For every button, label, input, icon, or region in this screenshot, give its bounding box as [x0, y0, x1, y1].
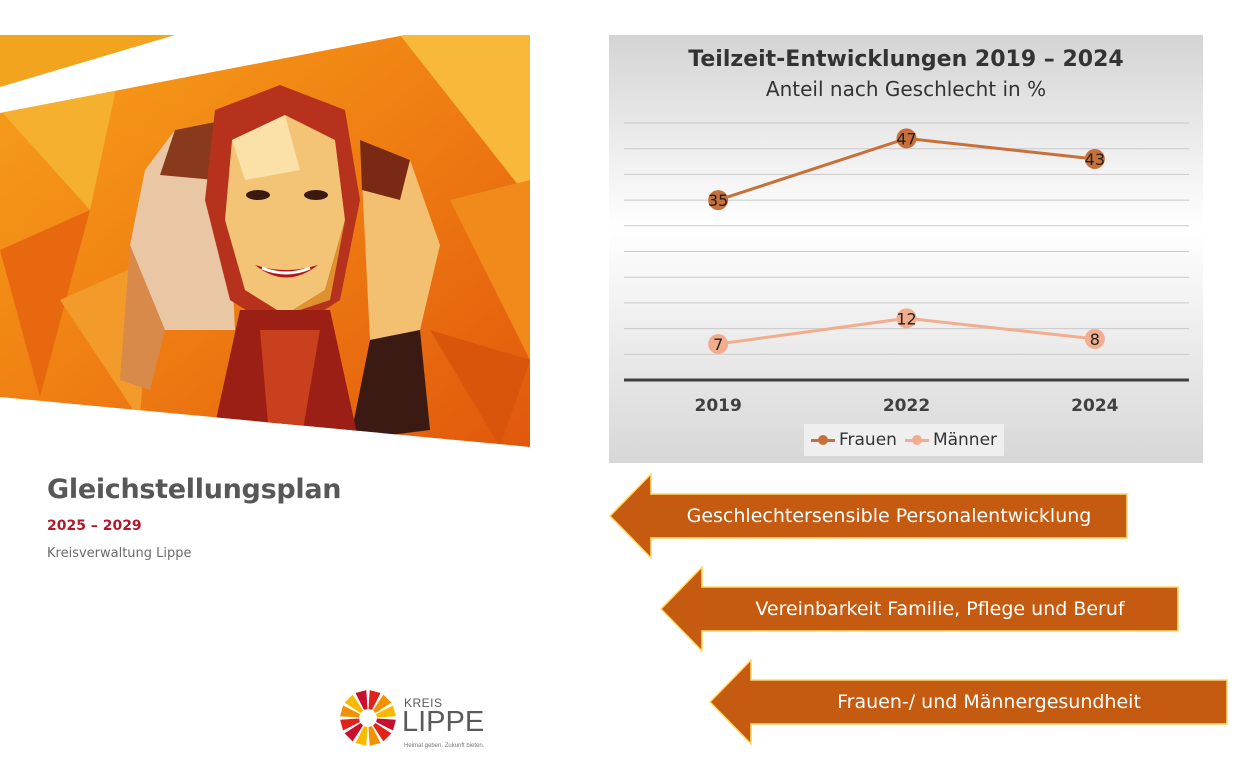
data-label: 8: [1090, 330, 1100, 349]
kreis-lippe-logo: KREIS LIPPE Heimat geben. Zukunft bieten…: [336, 686, 496, 756]
logo-ray: [368, 690, 381, 710]
arrow-left-icon: [609, 473, 1128, 559]
logo-ray: [376, 705, 396, 718]
logo-kreis-text: KREIS: [404, 696, 443, 710]
logo-ray: [340, 705, 360, 718]
arrow-left-icon: [660, 566, 1179, 652]
data-label: 12: [896, 309, 916, 328]
arrow-shape: [609, 473, 1128, 559]
document-years: 2025 – 2029: [47, 518, 142, 534]
data-label: 35: [708, 191, 728, 210]
chart-title: Teilzeit-Entwicklungen 2019 – 2024: [688, 47, 1124, 72]
legend-marker-maenner: [904, 435, 929, 445]
logo-ray: [340, 718, 360, 731]
data-label: 47: [896, 129, 916, 148]
arrow-left-icon: [709, 659, 1228, 745]
arrow-vereinbarkeit: Vereinbarkeit Familie, Pflege und Beruf: [660, 566, 1180, 652]
data-point: [708, 334, 729, 355]
arrow-personalentwicklung: Geschlechtersensible Personalentwicklung: [609, 473, 1129, 559]
logo-ray: [344, 694, 363, 713]
logo-ray: [373, 694, 392, 713]
logo-ray: [344, 723, 363, 742]
chart-plot-area: 2019 2022 2024 35 47 43 7 12 8: [624, 122, 1189, 416]
data-point: [708, 190, 729, 211]
arrow-gesundheit: Frauen-/ und Männergesundheit: [709, 659, 1229, 745]
data-label: 7: [713, 335, 723, 354]
arrow-shape: [660, 566, 1179, 652]
cover-illustration: [0, 35, 530, 447]
logo-ray: [355, 690, 368, 710]
logo-ray: [355, 726, 368, 746]
organisation-name: Kreisverwaltung Lippe: [47, 546, 192, 561]
parttime-chart: 2019 2022 2024 35 47 43 7 12 8 Teilzeit-Entwickl…: [609, 35, 1203, 463]
legend-entry-maenner: Männer: [904, 430, 998, 450]
logo-slogan: Heimat geben. Zukunft bieten.: [404, 743, 485, 749]
arrow-label-gesundheit: Frauen-/ und Männergesundheit: [837, 691, 1141, 713]
chart-subtitle: Anteil nach Geschlecht in %: [765, 77, 1047, 101]
data-point: [896, 308, 917, 329]
arrow-label-vereinbarkeit: Vereinbarkeit Familie, Pflege und Beruf: [755, 598, 1125, 620]
kreis-lippe-sunburst-icon: [340, 690, 396, 746]
legend-entry-frauen: Frauen: [810, 430, 897, 450]
logo-ray: [373, 723, 392, 742]
legend-label-maenner: Männer: [932, 430, 998, 450]
x-tick-label: 2022: [883, 396, 930, 416]
document-title: Gleichstellungsplan: [47, 474, 342, 505]
legend-marker-frauen: [810, 435, 835, 445]
x-tick-label: 2019: [695, 396, 742, 416]
data-point: [896, 128, 917, 149]
arrow-shape: [709, 659, 1228, 745]
x-tick-label: 2024: [1071, 396, 1118, 416]
chart-legend: Frauen Männer: [804, 424, 1004, 456]
legend-label-frauen: Frauen: [838, 430, 897, 450]
logo-ray: [368, 726, 381, 746]
logo-lippe-text: LIPPE: [402, 706, 485, 738]
data-label: 43: [1085, 150, 1105, 169]
data-point: [1084, 328, 1105, 349]
arrow-label-personalentwicklung: Geschlechtersensible Personalentwicklung: [686, 505, 1092, 527]
logo-ray: [376, 718, 396, 731]
data-point: [1084, 148, 1105, 169]
